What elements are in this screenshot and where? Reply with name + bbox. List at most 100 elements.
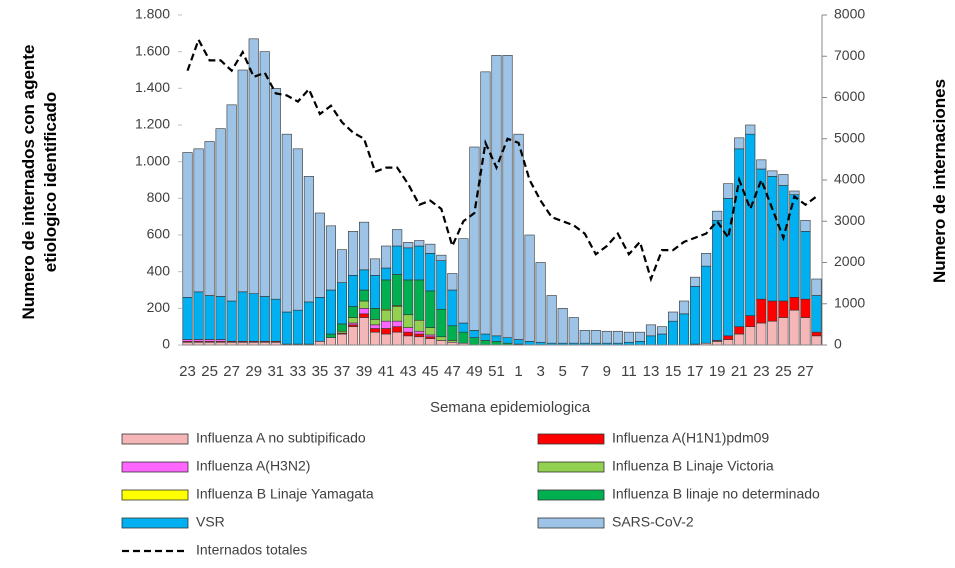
bar-segment: [712, 220, 723, 341]
bar-segment: [778, 174, 789, 186]
bar-segment: [701, 253, 712, 267]
legend-label: Influenza B Linaje Victoria: [612, 458, 774, 474]
bar-segment: [723, 339, 734, 346]
bar-segment: [381, 267, 392, 281]
x-tick-label: 27: [223, 363, 240, 380]
x-tick-label: 31: [267, 363, 284, 380]
y-tick-label: 0: [162, 336, 170, 352]
bar-segment: [623, 331, 634, 343]
y-tick-label: 600: [147, 226, 171, 242]
bar-segment: [336, 333, 348, 346]
bar-segment: [403, 279, 414, 316]
bar-segment: [800, 317, 811, 346]
bar-segment: [767, 170, 778, 177]
legend-label: Influenza B Linaje Yamagata: [196, 486, 374, 502]
bar-segment: [325, 225, 337, 291]
bar-segment: [458, 331, 469, 344]
x-tick-label: 51: [488, 363, 505, 380]
legend-label: Influenza B linaje no determinado: [612, 486, 820, 502]
bar-segment: [314, 297, 325, 342]
legend-swatch: [537, 433, 605, 445]
bar-segment: [425, 327, 436, 336]
bar-segment: [392, 245, 403, 275]
bar-segment: [392, 320, 403, 327]
bar-segment: [789, 194, 800, 298]
y-tick-label: 400: [147, 262, 171, 278]
bar-segment: [690, 276, 701, 287]
y-tick-label: 1.600: [135, 42, 170, 58]
bar-segment: [414, 240, 425, 247]
bar-segment: [226, 104, 237, 302]
legend-swatch: [121, 461, 189, 473]
bar-segment: [734, 148, 745, 327]
x-axis-title: Semana epidemiologica: [430, 399, 591, 416]
y-tick-label: 1.200: [135, 116, 170, 132]
bar-segment: [414, 330, 425, 335]
bar-segment: [425, 338, 436, 346]
bar-segment: [381, 328, 392, 335]
bar-segment: [347, 231, 359, 276]
bar-segment: [811, 278, 822, 296]
bar-segment: [237, 69, 248, 293]
y2-axis-title: Numero de internaciones: [930, 78, 949, 284]
x-tick-label: 1: [514, 363, 522, 380]
x-tick-label: 23: [179, 363, 196, 380]
bar-segment: [215, 296, 226, 340]
bar-segment: [436, 260, 447, 310]
bar-segment: [248, 293, 259, 342]
bar-segment: [645, 335, 657, 346]
x-tick-label: 49: [466, 363, 483, 380]
bar-segment: [204, 295, 215, 340]
x-tick-label: 47: [444, 363, 461, 380]
bar-segment: [756, 298, 767, 324]
bar-segment: [370, 324, 381, 329]
line-series: [186, 37, 818, 283]
bar-segment: [215, 128, 226, 297]
bar-segment: [193, 148, 204, 293]
x-tick-label: 19: [709, 363, 726, 380]
bar-segment: [359, 317, 370, 346]
bar-segment: [789, 190, 800, 195]
bar-segment: [381, 333, 392, 346]
bar-segment: [336, 282, 348, 325]
bar-segment: [403, 335, 414, 346]
bar-segment: [325, 289, 337, 335]
bar-segment: [414, 333, 425, 338]
bar-segment: [447, 325, 458, 341]
bar-segment: [370, 319, 381, 326]
bar-segment: [359, 221, 370, 271]
y2-tick-label: 1000: [834, 294, 865, 310]
bar-segment: [259, 296, 270, 342]
bar-segment: [381, 245, 392, 269]
legend-swatch: [537, 489, 605, 501]
bar-segment: [480, 333, 491, 341]
bar-segment: [370, 275, 381, 309]
x-tick-label: 41: [378, 363, 395, 380]
legend-label: Influenza A(H3N2): [196, 458, 310, 474]
bar-segment: [667, 311, 679, 322]
bar-segment: [502, 337, 513, 344]
bar-segment: [579, 330, 590, 344]
bar-segment: [458, 238, 469, 324]
bar-segment: [336, 249, 348, 283]
bar-segment: [447, 273, 458, 291]
bar-segment: [778, 300, 789, 318]
bar-segment: [734, 326, 745, 335]
legend-swatch: [537, 461, 605, 473]
x-tick-label: 13: [643, 363, 660, 380]
x-tick-label: 9: [603, 363, 611, 380]
bar-segment: [634, 331, 645, 342]
y2-tick-label: 5000: [834, 129, 865, 145]
bar-segment: [403, 242, 414, 249]
bar-segment: [270, 88, 281, 300]
bar-segment: [403, 247, 414, 281]
bar-segment: [281, 133, 292, 313]
bar-segment: [535, 262, 546, 343]
x-tick-label: 7: [581, 363, 589, 380]
bar-segment: [292, 309, 303, 345]
bar-segment: [204, 141, 215, 296]
x-tick-label: 23: [753, 363, 770, 380]
bar-segment: [656, 333, 668, 346]
y-tick-label: 1.800: [135, 6, 170, 22]
